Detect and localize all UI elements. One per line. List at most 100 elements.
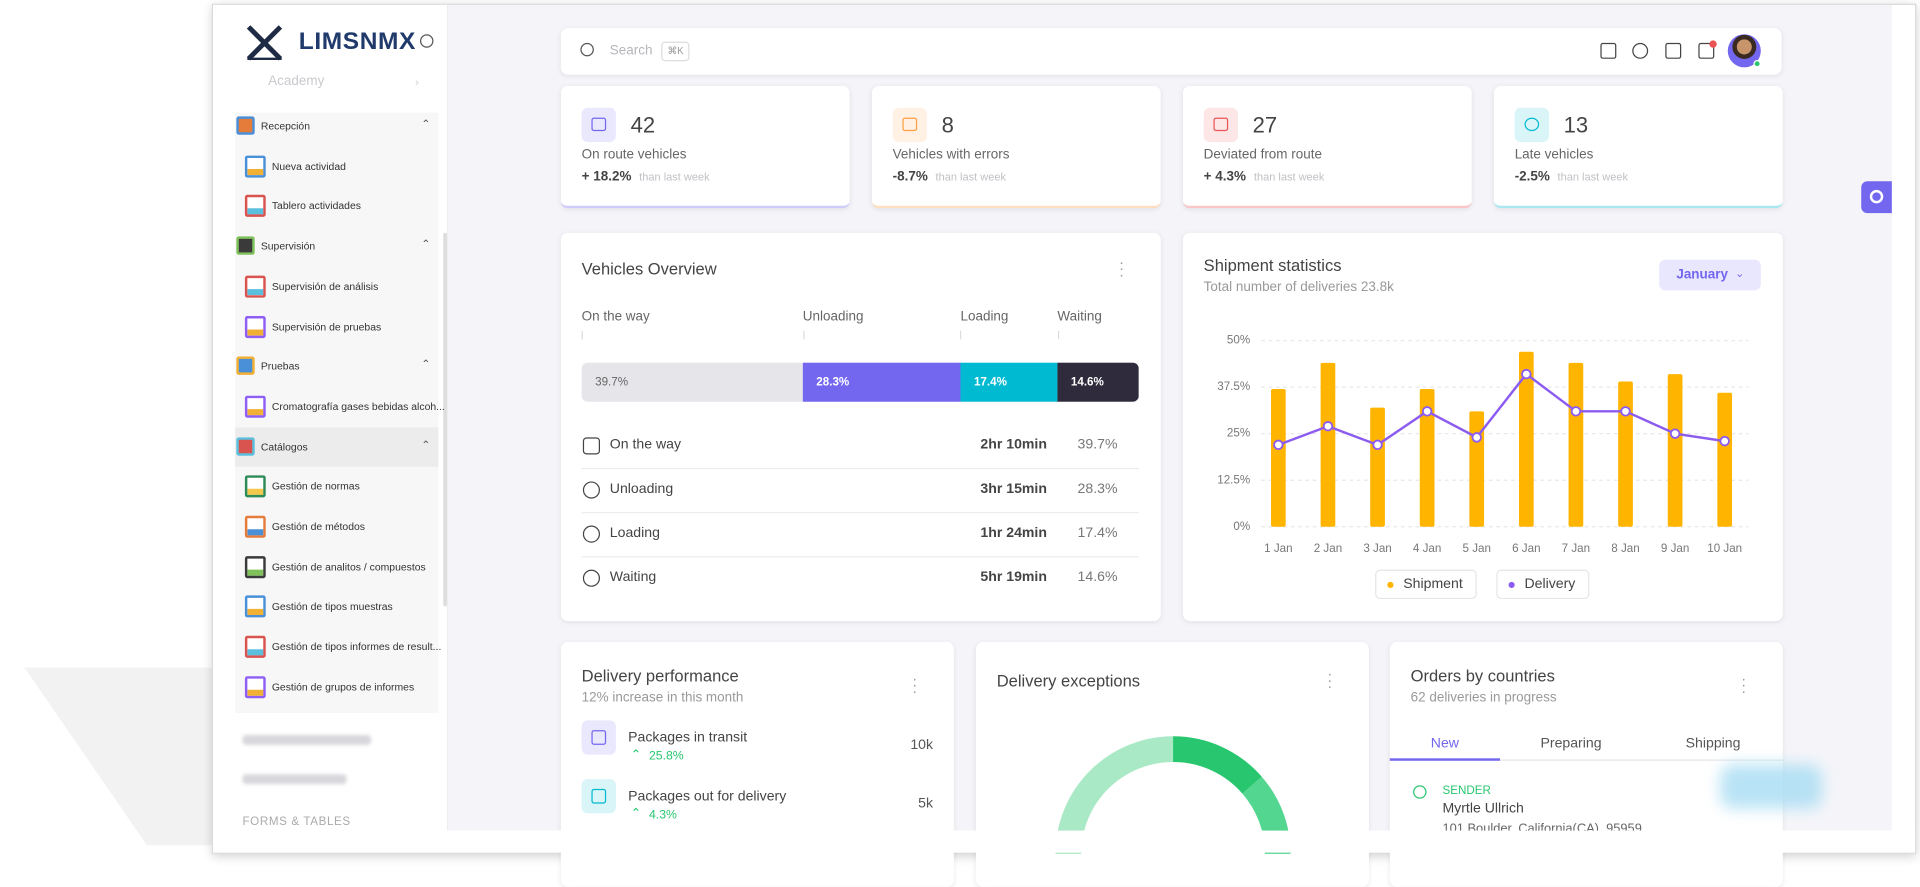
stat-label: Late vehicles [1514, 147, 1594, 163]
card-subtitle: 12% increase in this month [581, 690, 744, 706]
nav-item[interactable]: Tablero actividades [271, 199, 361, 213]
check-icon [1413, 785, 1427, 799]
nav-section[interactable]: Recepción [260, 119, 311, 132]
nav-icon [244, 275, 266, 298]
stat-card [1182, 85, 1472, 209]
stat-change: -8.7% [892, 169, 928, 185]
nav-icon [244, 195, 266, 218]
nav-item-faded[interactable]: Academy [268, 74, 325, 89]
stat-change: -2.5% [1514, 169, 1550, 185]
nav-icon [244, 675, 266, 699]
tab[interactable]: Preparing [1540, 736, 1602, 752]
entry-role: SENDER [1442, 784, 1491, 798]
search-input[interactable]: Search [609, 43, 653, 59]
settings-button[interactable] [1861, 181, 1892, 214]
nav-section[interactable]: Supervisión [260, 239, 316, 253]
blurred-element [1720, 764, 1823, 809]
tab-divider [1389, 759, 1783, 761]
chevron: › [415, 75, 419, 89]
nav-group-header [235, 427, 439, 467]
nav-group [235, 112, 439, 233]
kebab-menu[interactable]: · · · [1741, 670, 1747, 700]
tab[interactable]: New [1430, 736, 1459, 752]
nav-section[interactable]: Pruebas [260, 360, 300, 373]
search-bar [560, 28, 1782, 75]
nav-icon [244, 515, 266, 538]
stat-note: than last week [639, 170, 710, 184]
stat-label: Vehicles with errors [892, 147, 1010, 163]
card-title: Orders by countries [1410, 666, 1555, 686]
row-name: Waiting [609, 569, 657, 585]
item-label: Packages out for delivery [628, 789, 787, 804]
scrollbar [443, 232, 447, 607]
nav-icon [244, 595, 266, 618]
item-label: Packages in transit [628, 730, 748, 746]
chart-subtitle: Total number of deliveries 23.8k [1203, 279, 1394, 295]
chevron: ⌃ [421, 237, 431, 251]
stat-card [560, 85, 850, 209]
nav-item[interactable]: Supervisión de análisis [271, 279, 379, 293]
row-percent: 39.7% [1077, 437, 1118, 453]
stat-note: than last week [935, 170, 1006, 184]
period-button[interactable] [1659, 259, 1761, 291]
row-name: Loading [609, 525, 660, 541]
nav-heading: FORMS & TABLES [242, 814, 351, 829]
kebab-menu[interactable]: · · · [912, 670, 918, 700]
nav-item[interactable]: Gestión de grupos de informes [271, 680, 415, 693]
logo-mark [246, 25, 283, 61]
nav-group [235, 353, 439, 434]
row-name: Unloading [609, 481, 674, 497]
tab[interactable]: Shipping [1685, 736, 1741, 752]
card-title: Delivery performance [581, 666, 739, 686]
kebab-menu[interactable]: · · · [1119, 253, 1125, 283]
translate-icon[interactable] [1600, 42, 1617, 59]
nav-item[interactable]: Gestión de métodos [271, 520, 365, 533]
nav-item[interactable]: Gestión de tipos muestras [271, 600, 393, 613]
segment-tick [960, 330, 962, 340]
row-icon [582, 437, 601, 455]
nav-item[interactable]: Gestión de normas [271, 480, 360, 493]
theme-icon[interactable] [1632, 42, 1649, 59]
nav-icon [244, 555, 266, 578]
status-dot [1753, 60, 1761, 68]
notification-dot [1709, 40, 1717, 48]
nav-item[interactable]: Gestión de analitos / compuestos [271, 560, 426, 573]
stat-card [871, 85, 1161, 209]
segment-name: Loading [960, 309, 1009, 325]
stat-value: 8 [941, 112, 954, 138]
stat-change: + 4.3% [1203, 169, 1246, 185]
stat-icon [1203, 107, 1238, 143]
window-bottom [213, 830, 1916, 853]
notification-icon[interactable] [1698, 42, 1715, 59]
stat-icon [892, 107, 927, 143]
card-title: Delivery exceptions [996, 671, 1141, 691]
nav-item[interactable]: Gestión de tipos informes de result... [271, 640, 442, 653]
row-icon [582, 569, 601, 587]
logo-icon [245, 25, 284, 62]
apps-icon[interactable] [1665, 42, 1682, 59]
nav-item-blurred [242, 735, 372, 745]
nav-icon [236, 236, 255, 255]
nav-item-blurred [242, 774, 347, 785]
kebab-menu[interactable]: · · · [1327, 665, 1333, 695]
row-percent: 28.3% [1077, 481, 1118, 497]
item-change: 4.3% [648, 808, 677, 823]
chevron: ⌃ [421, 438, 431, 451]
item-total: 5k [918, 796, 934, 812]
segment-name: Unloading [802, 309, 864, 325]
stat-value: 27 [1252, 112, 1278, 138]
item-total: 10k [910, 737, 934, 753]
nav-item[interactable]: Cromatografía gases bebidas alcoh... [271, 400, 445, 413]
stat-label: On route vehicles [581, 147, 687, 163]
item-icon [581, 720, 616, 755]
nav-item[interactable]: Supervisión de pruebas [271, 320, 382, 333]
stat-glyph [902, 117, 918, 132]
chevron: ⌃ [421, 117, 431, 130]
nav-section[interactable]: Catálogos [260, 440, 308, 453]
row-percent: 17.4% [1077, 525, 1118, 541]
stat-value: 42 [630, 112, 656, 138]
nav-icon [236, 116, 255, 135]
nav-item[interactable]: Nueva actividad [271, 159, 346, 173]
nav-icon [236, 436, 255, 456]
